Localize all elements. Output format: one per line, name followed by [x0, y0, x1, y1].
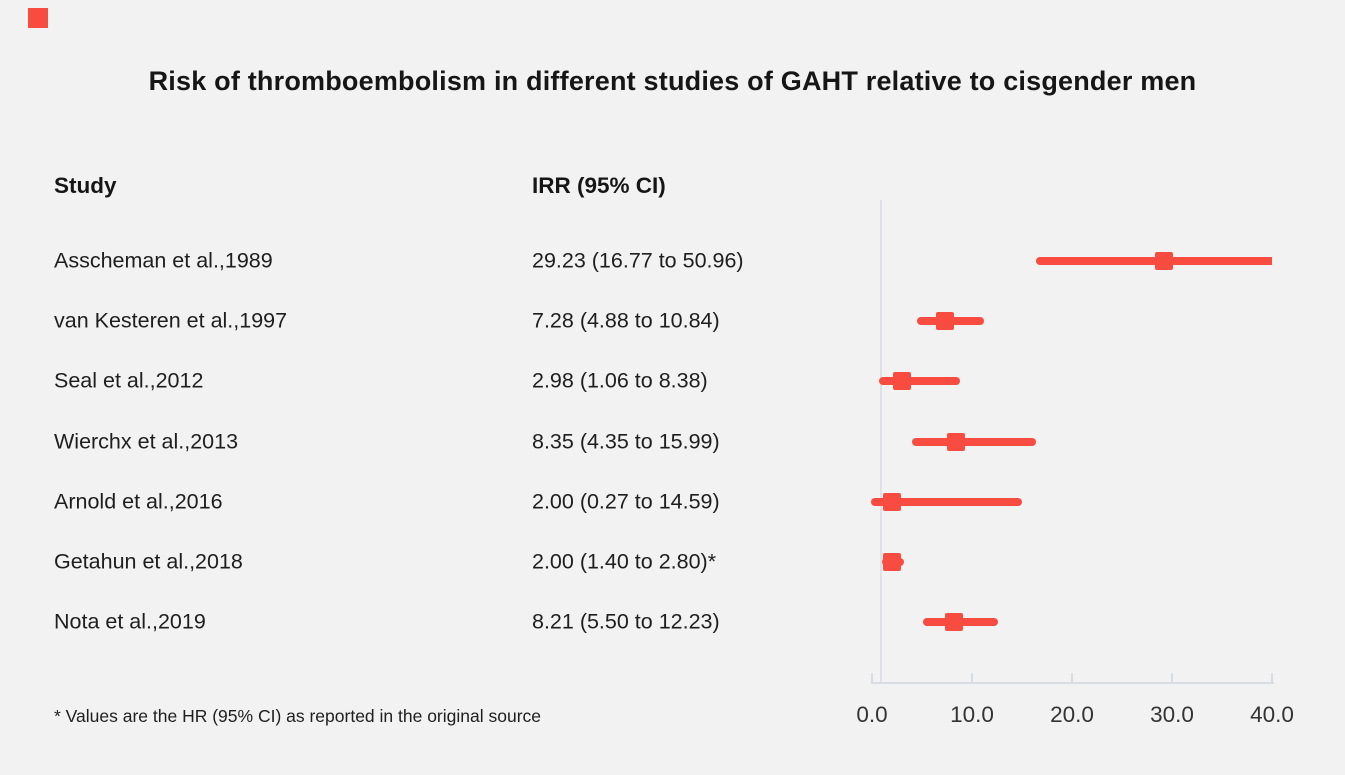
x-axis-tick [971, 673, 973, 682]
x-axis-tick [1271, 673, 1273, 682]
study-label: Wierchx et al.,2013 [54, 429, 239, 454]
irr-value: 2.00 (0.27 to 14.59) [532, 489, 720, 514]
study-label: Asscheman et al.,1989 [54, 248, 273, 273]
study-label: Getahun et al.,2018 [54, 549, 243, 574]
irr-value: 7.28 (4.88 to 10.84) [532, 308, 720, 333]
irr-value: 29.23 (16.77 to 50.96) [532, 248, 744, 273]
x-axis-tick-label: 10.0 [950, 702, 994, 727]
estimate-marker [935, 312, 954, 331]
study-label: Seal et al.,2012 [54, 368, 204, 393]
chart-title: Risk of thromboembolism in different stu… [148, 66, 1197, 96]
irr-value: 8.35 (4.35 to 15.99) [532, 429, 720, 454]
x-axis-tick-label: 40.0 [1250, 702, 1294, 727]
estimate-marker [883, 553, 901, 571]
x-axis-tick-label: 0.0 [856, 702, 888, 727]
x-axis-tick-label: 20.0 [1050, 702, 1094, 727]
brand-mark [28, 8, 48, 28]
x-axis-line [871, 682, 1274, 684]
estimate-marker [883, 492, 901, 511]
x-axis-tick [1071, 673, 1073, 682]
column-header-irr: IRR (95% CI) [532, 173, 666, 198]
irr-value: 2.98 (1.06 to 8.38) [532, 368, 708, 393]
x-axis-tick [871, 673, 873, 682]
x-axis-tick-label: 30.0 [1150, 702, 1194, 727]
ci-line [870, 497, 1022, 506]
column-header-study: Study [54, 173, 117, 198]
study-label: Arnold et al.,2016 [54, 489, 223, 514]
estimate-marker [892, 372, 911, 391]
ci-line [878, 377, 960, 386]
ci-line [911, 437, 1036, 446]
x-axis-tick [1171, 673, 1173, 682]
irr-value: 2.00 (1.40 to 2.80)* [532, 549, 717, 574]
estimate-marker [946, 432, 965, 451]
estimate-marker [945, 613, 964, 632]
study-label: van Kesteren et al.,1997 [54, 308, 288, 333]
footnote: * Values are the HR (95% CI) as reported… [54, 706, 542, 726]
reference-line [880, 200, 882, 683]
estimate-marker [1155, 252, 1174, 270]
ci-line [1035, 257, 1273, 265]
study-label: Nota et al.,2019 [54, 609, 206, 634]
irr-value: 8.21 (5.50 to 12.23) [532, 609, 720, 634]
